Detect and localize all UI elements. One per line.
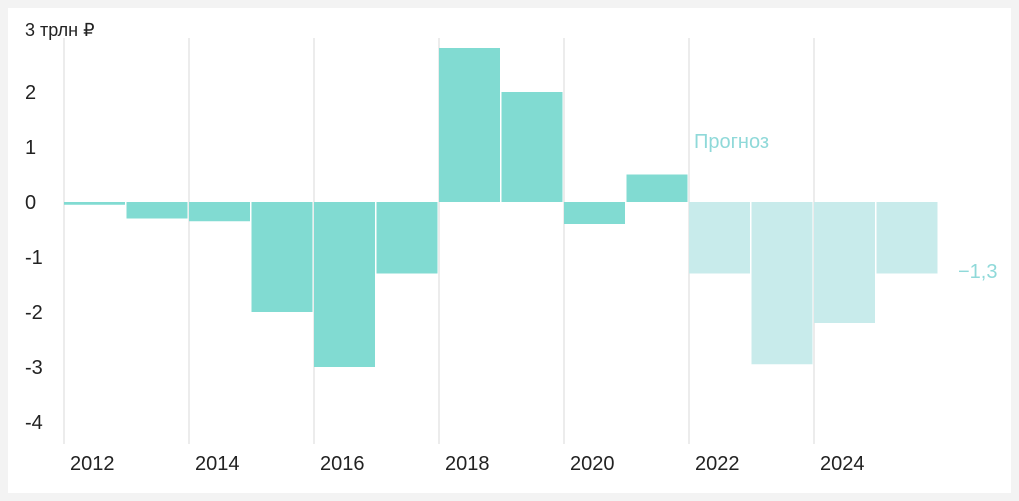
- bar: [564, 202, 625, 224]
- forecast-label: Прогноз: [694, 131, 769, 153]
- y-tick-label: -2: [25, 302, 43, 324]
- x-tick-label: 2020: [570, 453, 615, 475]
- forecast-bar: [689, 202, 750, 274]
- x-tick-label: 2014: [195, 453, 240, 475]
- forecast-bar: [751, 202, 813, 365]
- bar: [64, 202, 125, 205]
- bar: [314, 202, 375, 367]
- forecast-bar: [876, 202, 938, 274]
- x-tick-label: 2016: [320, 453, 365, 475]
- y-axis-unit-label: 3 трлн ₽: [25, 20, 95, 40]
- x-tick-label: 2024: [820, 453, 865, 475]
- bars: [64, 48, 938, 367]
- y-tick-label: -3: [25, 357, 43, 379]
- y-tick-label: 2: [25, 82, 36, 104]
- bar: [501, 92, 563, 202]
- forecast-bar: [814, 202, 875, 323]
- bar: [376, 202, 438, 274]
- y-tick-label: -1: [25, 247, 43, 269]
- x-tick-label: 2012: [70, 453, 115, 475]
- bar: [626, 174, 688, 202]
- budget-balance-chart: 3 трлн ₽ 2 1 0 -1 -2 -3 -4 2012 2014 2016 2018 202…: [8, 8, 1011, 493]
- y-axis-ticks: 2 1 0 -1 -2 -3 -4: [25, 82, 43, 434]
- x-tick-label: 2018: [445, 453, 490, 475]
- x-tick-label: 2022: [695, 453, 740, 475]
- bar: [189, 202, 250, 222]
- y-tick-label: 0: [25, 192, 36, 214]
- x-axis-ticks: 2012 2014 2016 2018 2020 2022 2024: [70, 453, 865, 475]
- last-value-label: −1,3: [958, 261, 997, 283]
- y-tick-label: -4: [25, 412, 43, 434]
- bar: [251, 202, 313, 312]
- bar: [126, 202, 188, 219]
- bar: [439, 48, 500, 202]
- y-tick-label: 1: [25, 137, 36, 159]
